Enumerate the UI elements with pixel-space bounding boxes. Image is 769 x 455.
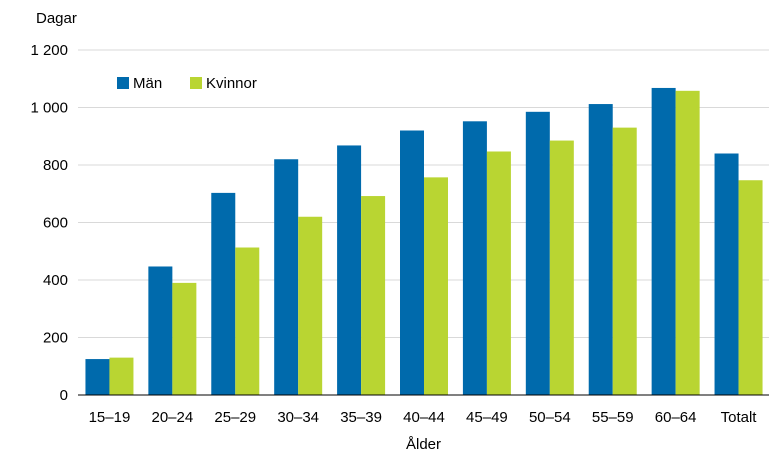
bar-kvinnor-8 bbox=[612, 127, 637, 395]
bar-kvinnor-4 bbox=[361, 196, 386, 395]
y-tick-label: 0 bbox=[60, 387, 68, 404]
legend-label: Män bbox=[133, 75, 162, 92]
bar-man-9 bbox=[651, 87, 676, 395]
bar-kvinnor-0 bbox=[109, 357, 134, 395]
y-axis-ticks: 0 200 400 600 800 1 000 1 200 bbox=[30, 42, 68, 404]
x-axis-ticks: 15–19 20–24 25–29 30–34 35–39 40–44 45–49 50–54… bbox=[89, 409, 758, 426]
bar-kvinnor-5 bbox=[424, 177, 448, 395]
bar-kvinnor-9 bbox=[675, 90, 700, 395]
legend: Män Kvinnor bbox=[117, 75, 257, 92]
bar-man-3 bbox=[274, 159, 299, 395]
x-tick-label: 45–49 bbox=[466, 409, 508, 426]
x-tick-label: 20–24 bbox=[152, 409, 194, 426]
y-tick-label: 800 bbox=[43, 157, 68, 174]
bar-kvinnor-10 bbox=[738, 180, 763, 395]
legend-label: Kvinnor bbox=[206, 75, 257, 92]
x-axis-title: Ålder bbox=[406, 436, 441, 453]
bar-kvinnor-2 bbox=[235, 247, 260, 395]
x-tick-label: 15–19 bbox=[89, 409, 131, 426]
x-tick-label: 60–64 bbox=[655, 409, 697, 426]
bar-kvinnor-6 bbox=[486, 151, 511, 395]
legend-swatch bbox=[117, 77, 129, 89]
bar-kvinnor-3 bbox=[298, 216, 323, 395]
bar-kvinnor-7 bbox=[549, 140, 574, 395]
x-tick-label: 55–59 bbox=[592, 409, 634, 426]
y-tick-label: 1 000 bbox=[30, 100, 68, 117]
y-tick-label: 400 bbox=[43, 272, 68, 289]
x-tick-label: 35–39 bbox=[340, 409, 382, 426]
bar-man-0 bbox=[85, 359, 110, 395]
bar-man-7 bbox=[525, 111, 550, 395]
x-tick-label: 50–54 bbox=[529, 409, 571, 426]
bar-man-2 bbox=[211, 192, 236, 395]
bar-man-1 bbox=[148, 266, 173, 395]
y-tick-label: 1 200 bbox=[30, 42, 68, 59]
bar-man-5 bbox=[400, 130, 424, 395]
x-tick-label: 40–44 bbox=[403, 409, 445, 426]
bar-man-6 bbox=[462, 121, 487, 396]
bar-man-8 bbox=[588, 104, 613, 396]
y-axis-title: Dagar bbox=[36, 10, 77, 27]
legend-swatch bbox=[190, 77, 202, 89]
bars bbox=[85, 87, 763, 396]
x-tick-label: 30–34 bbox=[277, 409, 319, 426]
x-tick-label: Totalt bbox=[721, 409, 758, 426]
bar-man-4 bbox=[337, 145, 362, 395]
bar-man-10 bbox=[714, 153, 739, 395]
y-tick-label: 200 bbox=[43, 330, 68, 347]
x-tick-label: 25–29 bbox=[214, 409, 256, 426]
y-tick-label: 600 bbox=[43, 215, 68, 232]
bar-kvinnor-1 bbox=[172, 282, 197, 395]
